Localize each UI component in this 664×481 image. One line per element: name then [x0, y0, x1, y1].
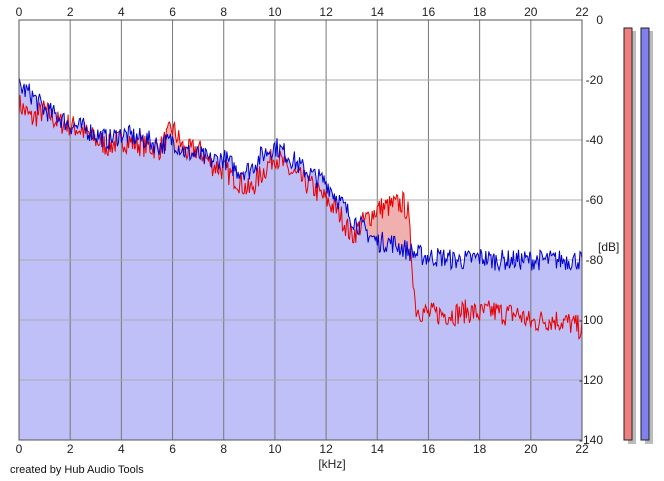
y-tick-labels: 0 -20 -40 -60 -80 -100 -120 -140: [579, 13, 603, 447]
x-tick-label-top: 4: [118, 5, 125, 19]
x-tick-label-bottom: 16: [422, 442, 436, 456]
x-tick-label-top: 20: [524, 5, 538, 19]
left-level-meter: [623, 27, 633, 441]
x-tick-label-top: 22: [575, 5, 589, 19]
y-tick-label: -80: [586, 253, 604, 267]
plot-frame: [18, 19, 583, 441]
series-fills: [19, 77, 582, 440]
x-tick-labels-bottom: 0 2 4 6 8 10 12 14 16 18 20 22: [16, 442, 589, 456]
x-tick-label-bottom: 12: [319, 442, 333, 456]
x-tick-label-bottom: 10: [268, 442, 282, 456]
series-lines: [18, 77, 583, 340]
x-tick-label-top: 10: [268, 5, 282, 19]
x-tick-label-top: 2: [67, 5, 74, 19]
series-1-line: [18, 77, 583, 273]
x-tick-label-top: 0: [16, 5, 23, 19]
right-level-meter: [640, 27, 650, 441]
x-tick-label-top: 14: [371, 5, 385, 19]
y-tick-label: -40: [586, 133, 604, 147]
y-tick-label: 0: [596, 13, 603, 27]
x-tick-label-top: 18: [473, 5, 487, 19]
x-tick-label-bottom: 8: [220, 442, 227, 456]
series-1-area: [19, 77, 582, 440]
x-tick-label-top: 6: [169, 5, 176, 19]
y-tick-label: -140: [579, 433, 603, 447]
x-tick-labels-top: 0 2 4 6 8 10 12 14 16 18 20 22: [16, 5, 589, 19]
x-tick-label-bottom: 20: [524, 442, 538, 456]
credit-text: created by Hub Audio Tools: [10, 464, 144, 476]
x-tick-label-bottom: 4: [118, 442, 125, 456]
gridlines: [19, 20, 582, 440]
y-tick-label: -20: [586, 73, 604, 87]
level-meters: [623, 27, 653, 444]
x-tick-label-bottom: 6: [169, 442, 176, 456]
x-tick-label-bottom: 2: [67, 442, 74, 456]
x-tick-label-bottom: 0: [16, 442, 23, 456]
y-tick-label: -100: [579, 313, 603, 327]
x-tick-label-top: 8: [220, 5, 227, 19]
x-tick-label-bottom: 22: [575, 442, 589, 456]
x-tick-label-top: 16: [422, 5, 436, 19]
y-tick-label: -60: [586, 193, 604, 207]
series-0-line: [18, 95, 583, 340]
y-axis-label: [dB]: [598, 240, 619, 254]
y-tick-label: -120: [579, 373, 603, 387]
x-axis-label: [kHz]: [318, 457, 345, 471]
x-tick-label-top: 12: [319, 5, 333, 19]
x-tick-label-bottom: 18: [473, 442, 487, 456]
x-tick-label-bottom: 14: [371, 442, 385, 456]
